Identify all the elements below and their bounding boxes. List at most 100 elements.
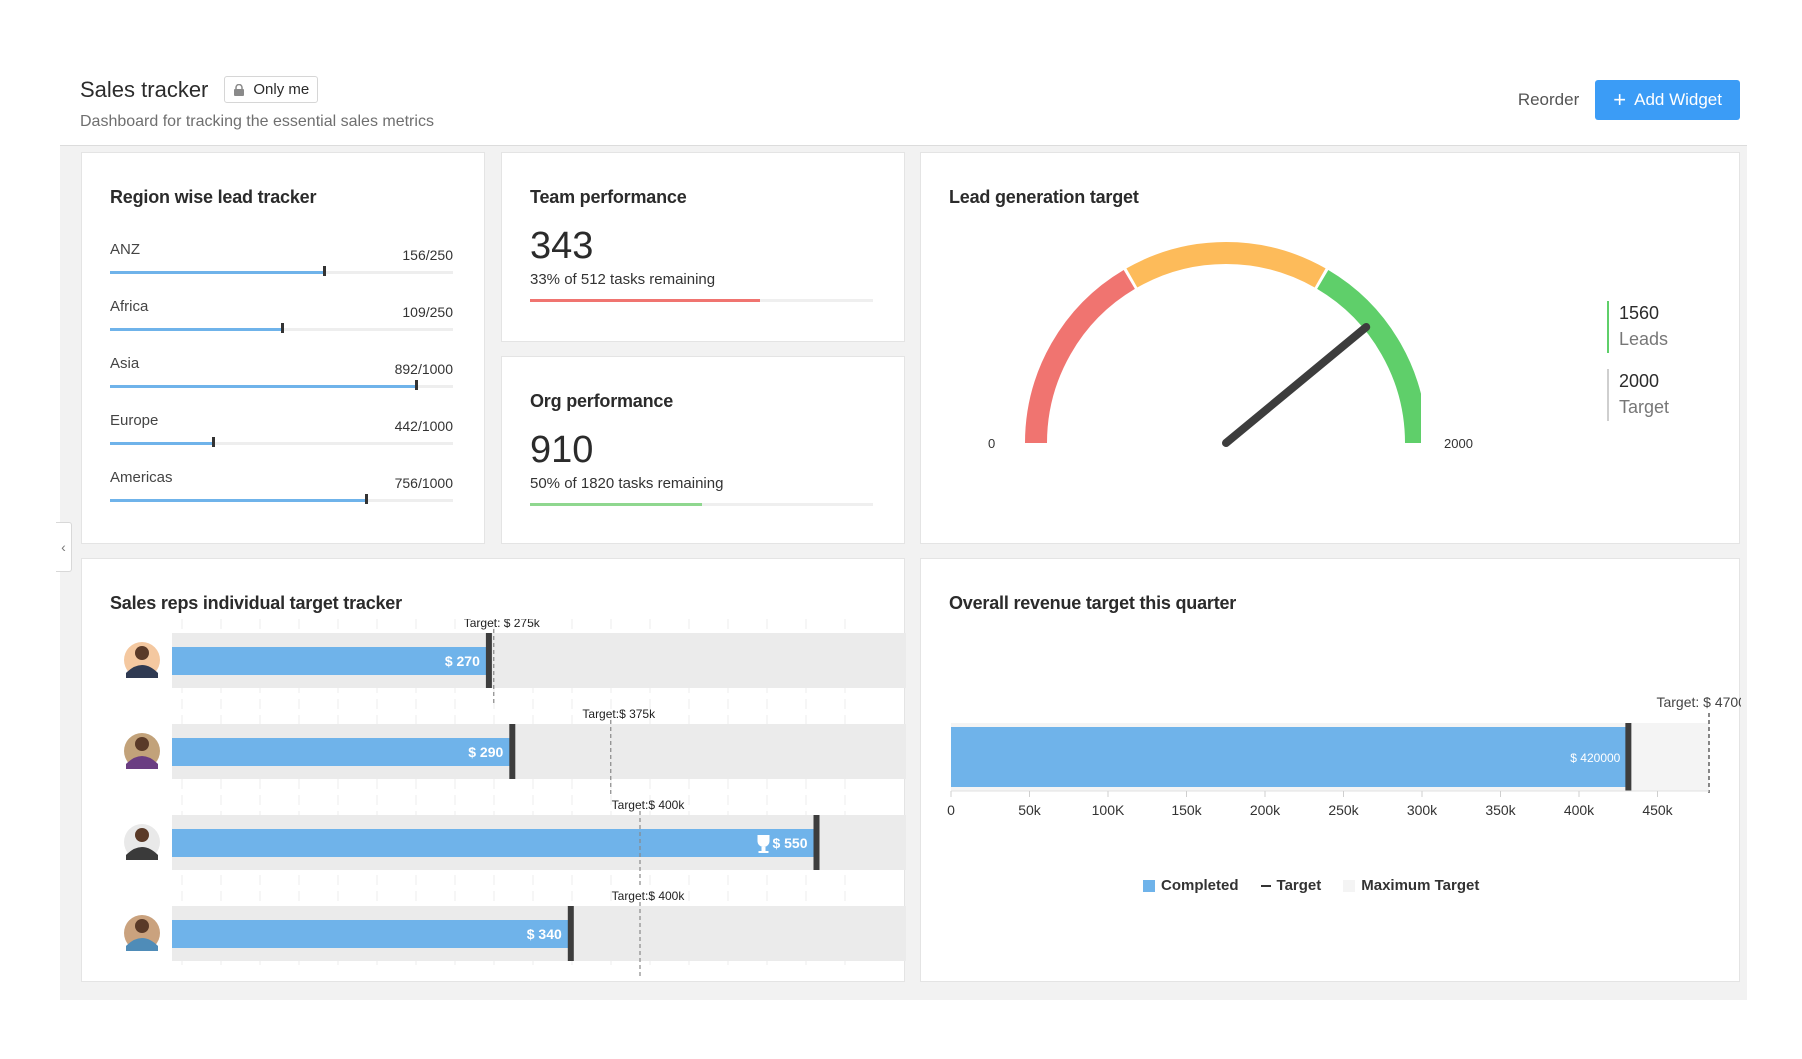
rep-value-bar[interactable] xyxy=(172,738,512,766)
chevron-left-icon: ‹ xyxy=(61,539,66,555)
rep-value-label: $ 550 xyxy=(772,835,807,851)
kpi-value: 910 xyxy=(530,429,594,471)
kpi-progress-track xyxy=(530,299,873,302)
legend-completed-label: Completed xyxy=(1161,877,1239,894)
rep-avatar-body xyxy=(126,847,158,860)
reorder-button[interactable]: Reorder xyxy=(1517,90,1580,109)
lock-icon xyxy=(234,83,245,96)
region-progress-fill xyxy=(110,385,416,388)
revenue-legend: Completed Target Maximum Target xyxy=(1143,877,1479,894)
region-value: 756/1000 xyxy=(394,475,453,491)
leads-label: Leads xyxy=(1619,329,1669,349)
rep-value-end-marker xyxy=(567,906,574,961)
revenue-tick-label: 450k xyxy=(1642,802,1673,818)
kpi-subtitle: 33% of 512 tasks remaining xyxy=(530,271,716,288)
target-swatch xyxy=(1260,884,1271,887)
kpi-progress-fill xyxy=(530,503,702,506)
rep-value-end-marker xyxy=(509,724,516,779)
region-name: Asia xyxy=(110,355,140,372)
rep-target-label: Target:$ 400k xyxy=(612,798,686,812)
rep-value-label: $ 290 xyxy=(468,744,503,760)
sales-reps-chart: $ 270 Target: $ 275k $ 290 Target:$ 375k $ 5… xyxy=(124,619,906,976)
card-title: Org performance xyxy=(530,391,674,411)
kpi-progress-track xyxy=(530,503,873,506)
sales-reps-card: Sales reps individual target tracker $ 2… xyxy=(81,558,906,982)
gauge-band-low xyxy=(1025,269,1135,444)
add-widget-button[interactable]: + Add Widget xyxy=(1595,80,1740,120)
target-label: Target xyxy=(1619,397,1670,417)
legend-target[interactable]: Target xyxy=(1260,877,1322,894)
region-progress-fill xyxy=(110,442,213,445)
region-progress-track xyxy=(110,380,453,390)
legend-maximum[interactable]: Maximum Target xyxy=(1343,877,1479,894)
region-value: 109/250 xyxy=(402,304,453,320)
rep-value-label: $ 270 xyxy=(445,653,480,669)
page-subtitle: Dashboard for tracking the essential sal… xyxy=(80,113,434,130)
region-name: Americas xyxy=(110,469,173,486)
privacy-selector[interactable]: Only me xyxy=(224,76,319,103)
rep-avatar-head xyxy=(135,828,149,842)
org-performance-card: Org performance 910 50% of 1820 tasks re… xyxy=(501,356,905,544)
gauge-min-label: 0 xyxy=(988,436,996,451)
leads-value: 1560 xyxy=(1619,303,1660,323)
region-progress-marker xyxy=(211,437,215,447)
rep-avatar-head xyxy=(135,919,149,933)
rep-avatar-body xyxy=(126,665,158,678)
gauge-chart xyxy=(1025,242,1421,447)
rep-value-bar[interactable] xyxy=(172,829,816,857)
sidebar-collapse-handle[interactable]: ‹ xyxy=(56,522,72,572)
header-actions: Reorder + Add Widget xyxy=(1518,80,1740,120)
region-value: 156/250 xyxy=(402,247,453,263)
rep-value-bar[interactable] xyxy=(172,647,488,675)
revenue-tick-label: 100K xyxy=(1092,802,1125,818)
kpi-progress-fill xyxy=(530,299,760,302)
revenue-tick-label: 50k xyxy=(1018,802,1042,818)
rep-target-label: Target:$ 375k xyxy=(582,707,656,721)
region-value: 892/1000 xyxy=(394,361,453,377)
region-name: Europe xyxy=(110,412,159,429)
rep-value-end-marker xyxy=(485,633,492,688)
legend-completed[interactable]: Completed xyxy=(1143,877,1239,894)
region-progress-fill xyxy=(110,271,325,274)
region-progress-fill xyxy=(110,328,282,331)
completed-bar[interactable] xyxy=(951,727,1629,787)
add-widget-label: Add Widget xyxy=(1634,90,1722,109)
rep-avatar-body xyxy=(126,756,158,769)
legend-maximum-label: Maximum Target xyxy=(1361,877,1480,894)
rep-avatar-body xyxy=(126,938,158,951)
revenue-tick-label: 200k xyxy=(1250,802,1281,818)
revenue-chart: $ 420000 Target: $ 470000 0 50k 100K 150k 200k… xyxy=(947,694,1741,818)
rep-value-bar[interactable] xyxy=(172,920,570,948)
target-value: 2000 xyxy=(1619,371,1660,391)
maximum-swatch xyxy=(1343,879,1356,892)
region-name: Africa xyxy=(110,298,149,315)
region-value: 442/1000 xyxy=(394,418,453,434)
lead-generation-card: Lead generation target 0 2000 1560 Leads… xyxy=(920,152,1740,544)
kpi-value: 343 xyxy=(530,225,594,267)
region-progress-track xyxy=(110,323,453,333)
rep-value-end-marker xyxy=(813,815,820,870)
card-title: Sales reps individual target tracker xyxy=(110,593,402,613)
trophy-icon xyxy=(757,835,770,853)
revenue-tick-label: 0 xyxy=(947,802,955,818)
revenue-tick-label: 250k xyxy=(1328,802,1359,818)
target-legend-bar xyxy=(1607,369,1609,421)
region-progress-marker xyxy=(414,380,418,390)
revenue-target-label: Target: $ 470000 xyxy=(1656,694,1741,710)
card-title: Lead generation target xyxy=(949,187,1139,207)
region-progress-marker xyxy=(364,494,368,504)
revenue-tick-label: 300k xyxy=(1407,802,1438,818)
gauge-needle-tip xyxy=(1225,325,1368,445)
team-performance-card: Team performance 343 33% of 512 tasks re… xyxy=(501,152,905,342)
card-title: Team performance xyxy=(530,187,687,207)
revenue-tick-label: 350k xyxy=(1485,802,1516,818)
page-title: Sales tracker xyxy=(80,76,209,102)
revenue-tick-label: 150k xyxy=(1171,802,1202,818)
completed-value-label: $ 420000 xyxy=(1570,751,1620,765)
completed-end-marker xyxy=(1625,723,1632,791)
region-progress-track xyxy=(110,437,453,447)
revenue-tick-label: 400k xyxy=(1564,802,1595,818)
legend-target-label: Target xyxy=(1276,877,1322,894)
privacy-label: Only me xyxy=(253,81,310,98)
dashboard-header: Sales tracker Only me Dashboard for trac… xyxy=(80,76,1740,140)
